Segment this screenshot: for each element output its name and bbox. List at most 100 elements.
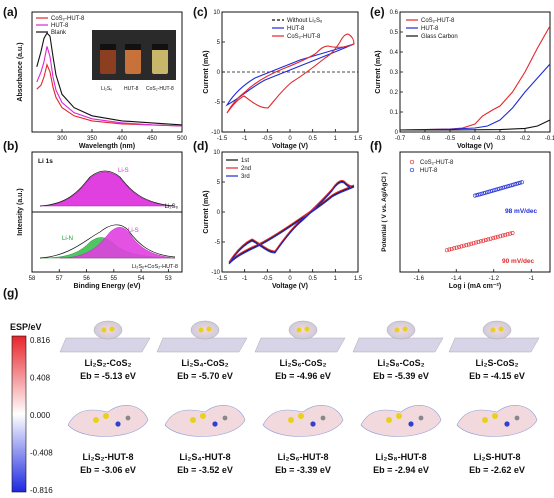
carbon-atom bbox=[222, 415, 228, 421]
chart-d-legend-label: 3rd bbox=[241, 174, 250, 180]
cos2-slab bbox=[59, 337, 151, 353]
cos2-slab bbox=[156, 337, 248, 353]
nitrogen-atom bbox=[310, 421, 316, 427]
chart-d-ytick-label: -5 bbox=[215, 240, 221, 246]
vial-cap-2 bbox=[125, 44, 141, 50]
esp-colorbar bbox=[11, 335, 27, 493]
chart-f-point bbox=[488, 236, 493, 241]
cos2-slab bbox=[254, 337, 346, 353]
chart-f-point bbox=[500, 233, 505, 238]
chart-f-point bbox=[510, 231, 515, 236]
chart-c-xtick-label: -0.5 bbox=[262, 136, 273, 142]
chart-a-ylabel: Absorbance (a.u.) bbox=[17, 42, 24, 101]
panel-label-a: (a) bbox=[3, 5, 18, 19]
cos2-slab bbox=[448, 337, 540, 353]
chart-d-xtick-label: 1 bbox=[334, 276, 338, 282]
chart-f-legend-label: HUT-8 bbox=[420, 168, 438, 174]
chart-f-point bbox=[507, 183, 512, 188]
adsorbate-cloud bbox=[482, 320, 512, 340]
cos2-slab bbox=[352, 337, 444, 353]
chart-e-ytick-label: 0.6 bbox=[390, 10, 399, 16]
chart-a-legend-label: HUT-8 bbox=[51, 23, 69, 29]
chart-e-legend-label: Glass Carbon bbox=[421, 34, 458, 40]
chart-e-xlabel: Voltage (V) bbox=[457, 143, 493, 150]
hut8-esp-surface bbox=[360, 405, 442, 437]
inset-label-3: CoS₂-HUT-8 bbox=[146, 86, 174, 92]
xps-fit-li2s6 bbox=[39, 170, 176, 207]
sulfur-atom bbox=[198, 327, 204, 333]
tafel-annotation-cos2: 90 mV/dec bbox=[502, 258, 535, 265]
chart-c-xtick-label: -1.5 bbox=[217, 136, 228, 142]
chart-c-xtick-label: 0.5 bbox=[308, 136, 317, 142]
chart-e-ylabel: Current (mA) bbox=[375, 50, 382, 93]
vial-cap-3 bbox=[152, 44, 168, 50]
chart-e-series-line bbox=[399, 63, 551, 131]
chart-f-point bbox=[497, 186, 502, 191]
sulfur-atom bbox=[498, 326, 504, 332]
cv-cycle-3 bbox=[228, 182, 355, 265]
chart-e-ytick-label: 0.4 bbox=[390, 50, 399, 56]
panel-label-f: (f) bbox=[370, 139, 382, 153]
chart-c-xtick-label: 1 bbox=[334, 136, 338, 142]
panel-label-e: (e) bbox=[370, 5, 385, 19]
esp-tick-label: 0.408 bbox=[30, 374, 51, 383]
chart-a-series-line bbox=[36, 63, 183, 127]
chart-e-xtick-label: -0.7 bbox=[395, 136, 406, 142]
chart-e-ytick-label: 0.2 bbox=[390, 90, 399, 96]
chart-f-point bbox=[456, 245, 461, 250]
chart-b-ylabel: Intensity (a.u.) bbox=[17, 188, 24, 235]
chart-e-xtick-label: -0.1 bbox=[545, 136, 554, 142]
carbon-atom bbox=[320, 415, 326, 421]
vial-cos2-hut8 bbox=[152, 48, 168, 74]
chart-c-ytick-label: 0 bbox=[217, 70, 221, 76]
cv-hut8 bbox=[225, 43, 355, 107]
chart-e-xtick-label: -0.4 bbox=[470, 136, 481, 142]
chart-f-point bbox=[512, 182, 517, 187]
chart-e-series-line bbox=[399, 25, 551, 131]
cv-cos2-hut8 bbox=[226, 33, 355, 114]
chart-a-series-line bbox=[36, 32, 183, 126]
sulfur-atom bbox=[304, 326, 310, 332]
sulfur-atom bbox=[492, 413, 498, 419]
sulfur-atom bbox=[103, 413, 109, 419]
chart-c-ylabel: Current (mA) bbox=[203, 50, 210, 93]
molecule-name: Li₂S₄-HUT-8 bbox=[179, 452, 230, 462]
chart-f-point bbox=[452, 246, 457, 251]
chart-a-xtick-label: 300 bbox=[57, 136, 68, 142]
chart-b-title: Li 1s bbox=[38, 158, 53, 165]
carbon-atom bbox=[514, 415, 520, 421]
chart-f-ylabel: Potential ( V vs. Ag/AgCl ) bbox=[381, 172, 388, 252]
chart-b-xtick-label: 56 bbox=[83, 276, 90, 282]
sulfur-atom bbox=[200, 413, 206, 419]
esp-tick-label: 0.816 bbox=[30, 336, 51, 345]
inset-label-1: Li₂S₆ bbox=[101, 86, 112, 92]
sulfur-atom bbox=[109, 326, 115, 332]
sulfur-atom bbox=[396, 413, 402, 419]
chart-f-point bbox=[481, 238, 486, 243]
chart-f-point bbox=[449, 246, 454, 251]
chart-b-xtick-label: 54 bbox=[138, 276, 145, 282]
chart-f-point bbox=[478, 239, 483, 244]
adsorbate-cloud bbox=[190, 320, 220, 340]
chart-e-xtick-label: -0.2 bbox=[520, 136, 531, 142]
sulfur-atom bbox=[288, 417, 294, 423]
chart-f-point bbox=[483, 238, 488, 243]
chart-d-xtick-label: 0 bbox=[288, 276, 292, 282]
chart-f-point bbox=[471, 241, 476, 246]
chart-f-point bbox=[466, 242, 471, 247]
chart-c-xtick-label: -1 bbox=[242, 136, 248, 142]
molecule-name: Li₂S₆-HUT-8 bbox=[277, 452, 328, 462]
chart-a-xlabel: Wavelength (nm) bbox=[79, 143, 135, 150]
molecule-name: Li₂S-HUT-8 bbox=[474, 452, 521, 462]
chart-f-point bbox=[486, 237, 491, 242]
sulfur-atom bbox=[101, 327, 107, 333]
chart-c-xtick-label: 1.5 bbox=[354, 136, 363, 142]
nitrogen-atom bbox=[408, 421, 414, 427]
sulfur-atom bbox=[93, 417, 99, 423]
chart-f-point bbox=[461, 243, 466, 248]
chart-f-frame bbox=[399, 151, 551, 273]
molecule-name: Li₂S-CoS₂ bbox=[476, 358, 519, 368]
tafel-annotation-hut8: 98 mV/dec bbox=[505, 208, 538, 215]
chart-f-legend-label: CoS₂-HUT-8 bbox=[420, 160, 454, 166]
chart-d: -1.5 -1 -0.5 0 0.5 1 1.5 -10 -5 0 5 10 1st 2nd 3rd Vo… bbox=[203, 150, 363, 290]
